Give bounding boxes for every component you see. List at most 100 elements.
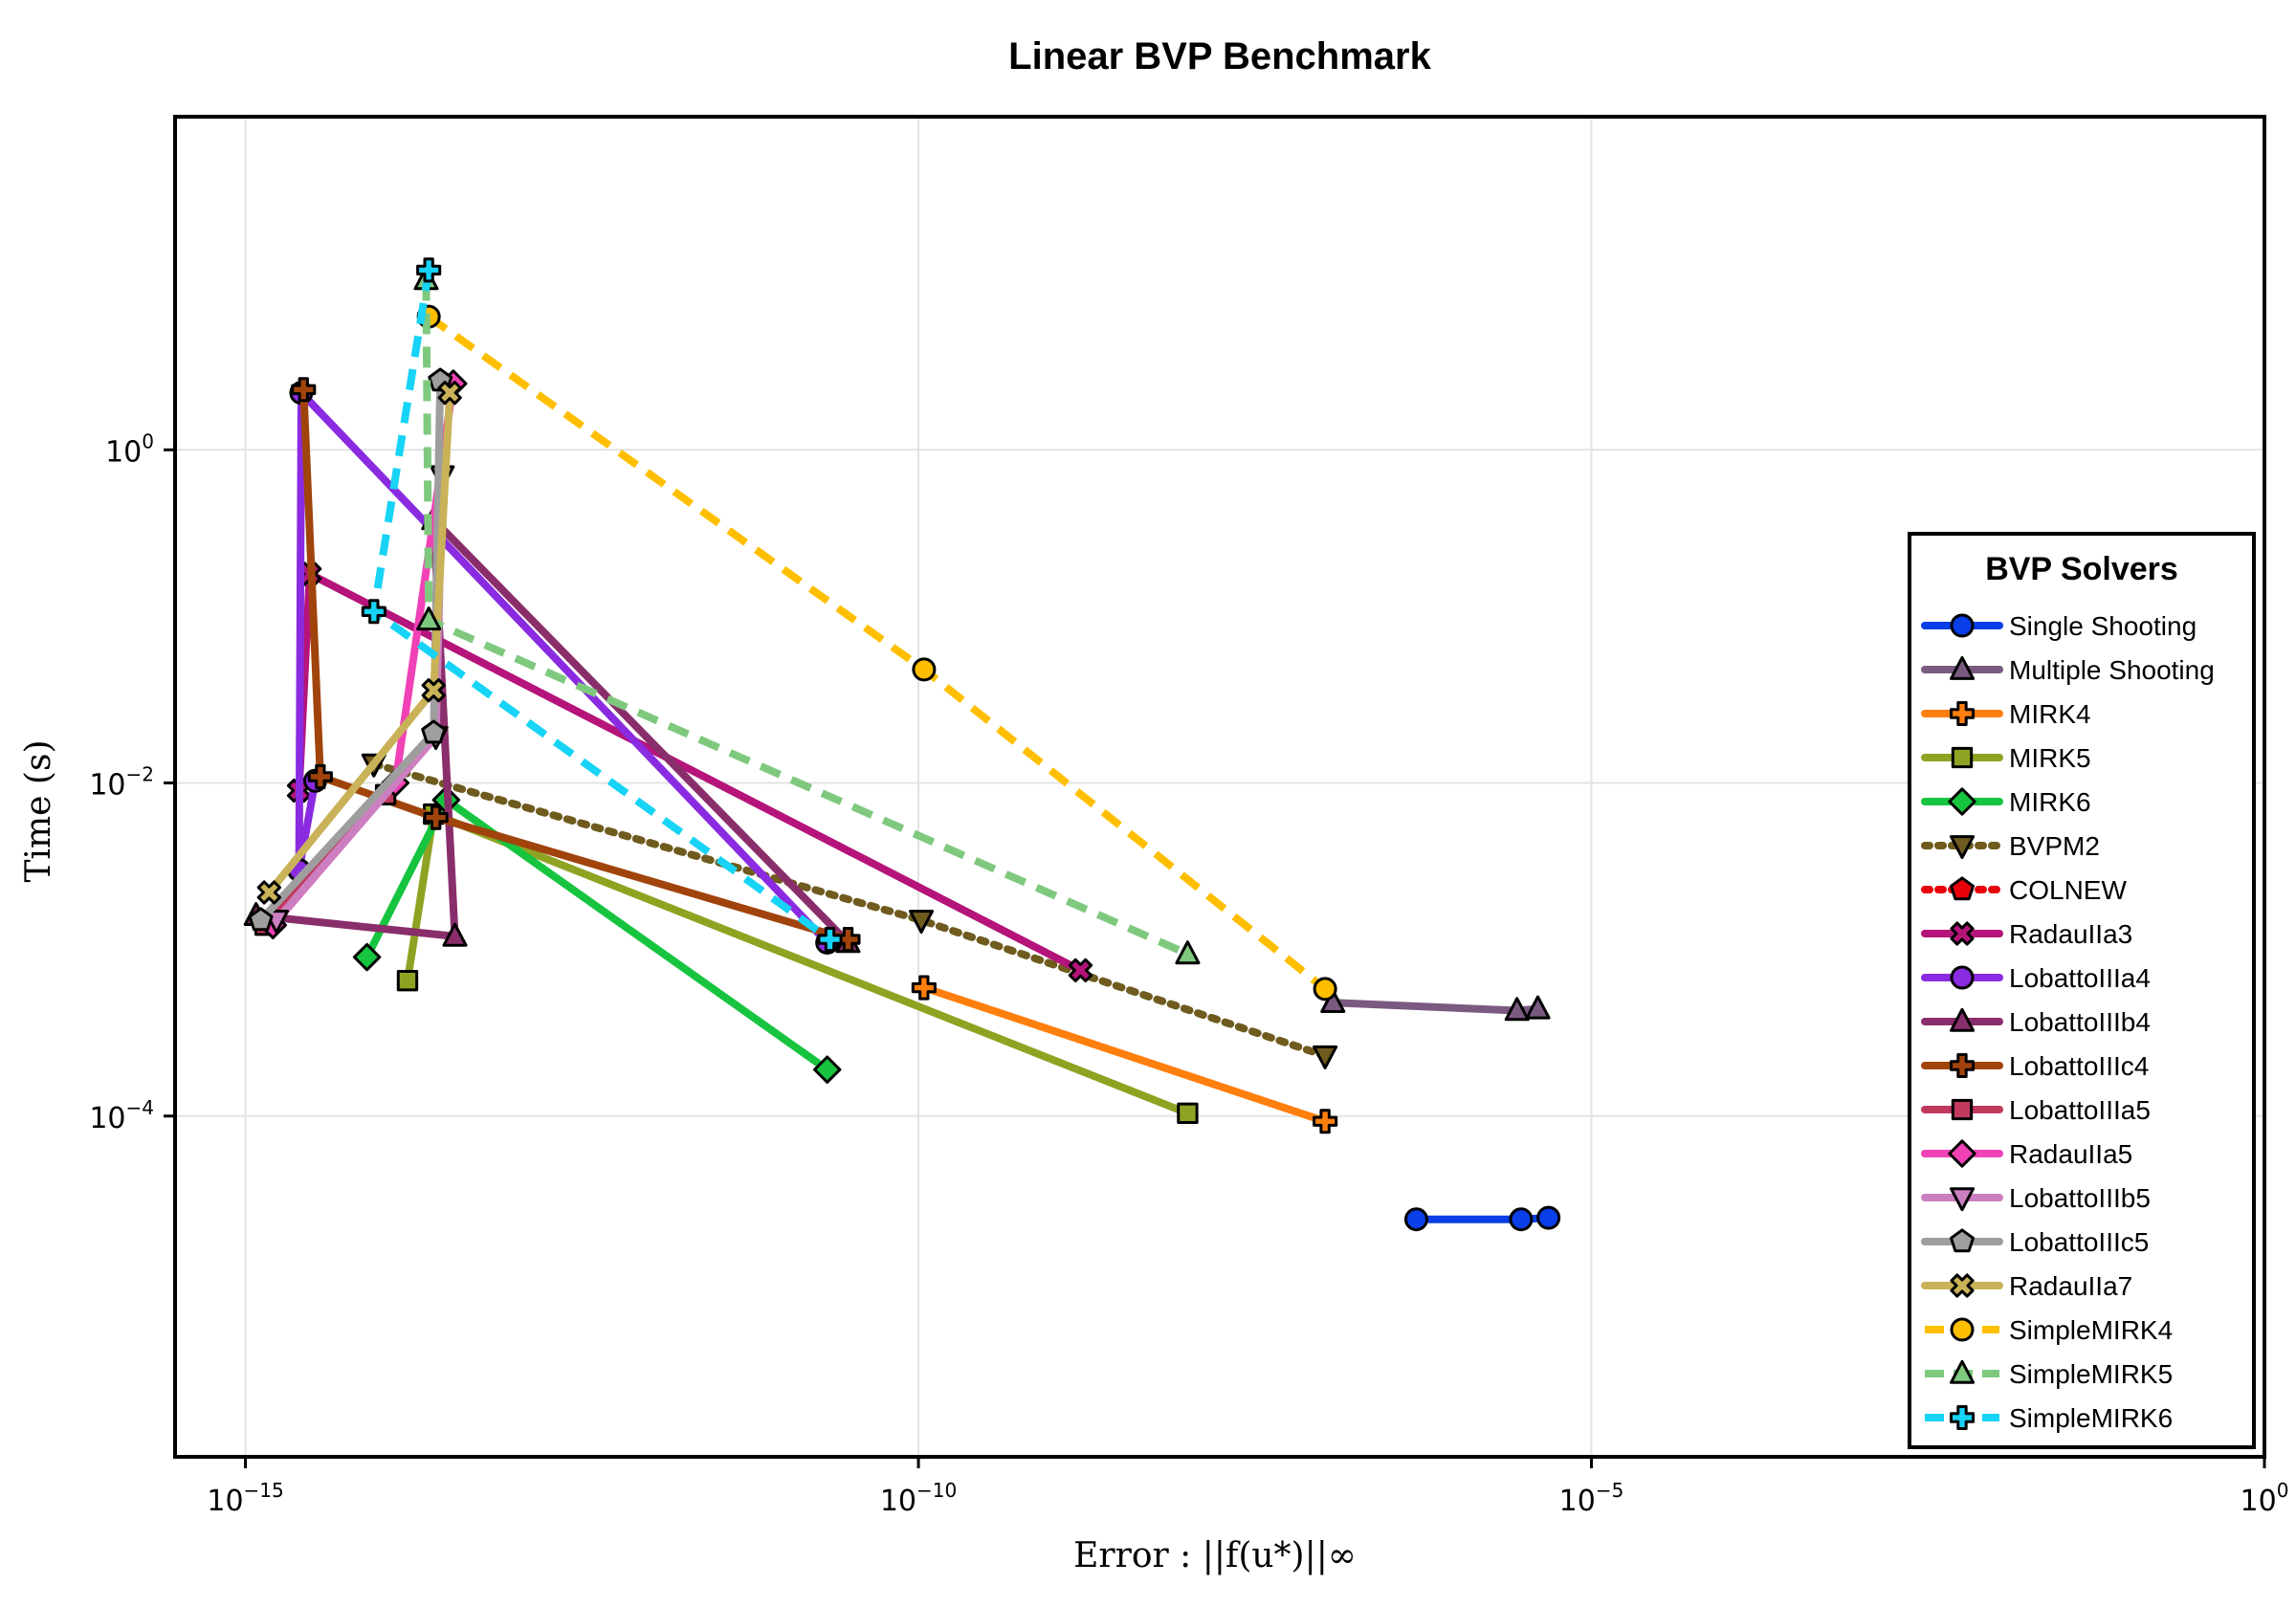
x-axis-label: Error : ||f(u*)||∞ xyxy=(1073,1536,1357,1575)
legend-entry-lobattoiiic4: LobattoIIIc4 xyxy=(1921,1051,2149,1081)
legend-label: LobattoIIIc4 xyxy=(2009,1051,2149,1081)
legend-label: LobattoIIIc5 xyxy=(2009,1227,2149,1257)
data-point-simplemirk6 xyxy=(416,257,442,283)
y-tick-label: 100 xyxy=(105,429,154,469)
legend-label: MIRK4 xyxy=(2009,699,2091,729)
data-point-mirk5 xyxy=(1177,1102,1199,1124)
legend-entry-lobattoiiic5: LobattoIIIc5 xyxy=(1921,1227,2149,1257)
data-point-simplemirk5 xyxy=(1175,940,1201,965)
data-point-simplemirk4 xyxy=(912,657,937,682)
x-tick-label: 10−15 xyxy=(207,1479,283,1518)
legend-swatch-marker xyxy=(1950,1405,1976,1430)
legend-entry-lobattoiiia4: LobattoIIIa4 xyxy=(1921,963,2151,993)
legend-label: RadauIIa5 xyxy=(2009,1139,2132,1169)
data-point-simplemirk6 xyxy=(361,599,386,625)
legend-label: Multiple Shooting xyxy=(2009,655,2215,685)
data-point-mirk4 xyxy=(911,975,937,1001)
legend-entry-single-shooting: Single Shooting xyxy=(1921,611,2197,641)
data-point-radauiia7 xyxy=(421,678,446,703)
legend-swatch-marker xyxy=(1950,701,1976,726)
legend-label: SimpleMIRK6 xyxy=(2009,1403,2173,1433)
series-single-shooting xyxy=(1403,1205,1561,1232)
legend-label: BVPM2 xyxy=(2009,831,2100,861)
legend-entry-bvpm2: BVPM2 xyxy=(1921,831,2100,861)
legend-entry-simplemirk6: SimpleMIRK6 xyxy=(1925,1403,2173,1433)
legend-swatch-marker xyxy=(1950,965,1975,990)
legend-entry-radauiia5: RadauIIa5 xyxy=(1921,1139,2132,1169)
data-point-simplemirk5 xyxy=(416,606,442,631)
data-point-lobattoiiic5 xyxy=(248,907,274,932)
data-point-lobattoiiib4 xyxy=(442,922,468,947)
data-point-multiple-shooting xyxy=(1525,995,1551,1020)
data-point-bvpm2 xyxy=(909,910,935,935)
legend-entry-mirk5: MIRK5 xyxy=(1921,743,2091,773)
plot-frame xyxy=(173,115,2266,1459)
legend-label: MIRK5 xyxy=(2009,743,2091,773)
series-line-bvpm2 xyxy=(369,759,1330,1060)
data-point-lobattoiiic4 xyxy=(291,377,317,403)
series-radauiia7 xyxy=(256,381,462,905)
data-point-mirk6 xyxy=(813,1055,842,1084)
data-point-mirk6 xyxy=(352,942,382,972)
legend-entry-lobattoiiib4: LobattoIIIb4 xyxy=(1921,1007,2151,1037)
series-multiple-shooting xyxy=(1320,989,1551,1022)
legend-swatch-marker xyxy=(1950,1273,1975,1298)
legend-label: LobattoIIIa5 xyxy=(2009,1095,2151,1125)
y-axis-label: Time (s) xyxy=(19,740,58,883)
y-tick-label: 10−4 xyxy=(89,1096,154,1135)
legend-swatch-marker xyxy=(1950,921,1975,946)
legend-entry-simplemirk4: SimpleMIRK4 xyxy=(1925,1315,2173,1345)
data-point-radauiia7 xyxy=(256,880,281,905)
legend-entry-mirk6: MIRK6 xyxy=(1921,787,2091,817)
x-tick-label: 100 xyxy=(2241,1479,2289,1518)
x-tick-label: 10−10 xyxy=(880,1479,957,1518)
x-ticks: 10−15 10−10 10−5 100 xyxy=(207,1457,2288,1518)
series-layer xyxy=(243,257,2183,1232)
y-ticks: 100 10−2 10−4 xyxy=(89,429,175,1135)
data-point-lobattoiiic4 xyxy=(307,763,333,789)
legend-label: RadauIIa7 xyxy=(2009,1271,2132,1301)
data-point-radauiia3 xyxy=(1068,958,1093,982)
legend-label: SimpleMIRK5 xyxy=(2009,1359,2173,1389)
legend-swatch-marker xyxy=(1950,876,1975,901)
series-line-lobattoiiia4 xyxy=(295,388,831,947)
series-mirk4 xyxy=(911,975,1338,1134)
legend-swatch-marker xyxy=(1950,655,1976,680)
legend-label: LobattoIIIb4 xyxy=(2009,1007,2151,1037)
legend-entry-radauiia3: RadauIIa3 xyxy=(1921,919,2132,949)
series-line-mirk4 xyxy=(919,983,1330,1126)
legend-label: Single Shooting xyxy=(2009,611,2197,641)
legend-swatch-marker xyxy=(1950,1317,1975,1342)
legend-swatch-marker xyxy=(1950,1053,1976,1078)
legend-swatch-marker xyxy=(1951,746,1974,769)
legend-label: COLNEW xyxy=(2009,875,2127,905)
data-point-bvpm2 xyxy=(1313,1045,1338,1069)
legend-title: BVP Solvers xyxy=(1985,551,2178,587)
data-point-lobattoiiic4 xyxy=(423,804,449,830)
legend-swatch-marker xyxy=(1950,835,1976,860)
legend: BVP Solvers Single Shooting Multiple Shoo… xyxy=(1908,532,2256,1449)
data-point-radauiia7 xyxy=(437,381,462,406)
legend-label: LobattoIIIa4 xyxy=(2009,963,2151,993)
legend-entry-colnew: COLNEW xyxy=(1921,875,2127,905)
series-simplemirk6 xyxy=(361,257,843,953)
data-point-mirk5 xyxy=(396,970,419,992)
legend-entry-lobattoiiib5: LobattoIIIb5 xyxy=(1921,1183,2151,1213)
data-point-single-shooting xyxy=(1509,1207,1534,1232)
legend-swatch-marker xyxy=(1950,613,1975,638)
legend-entry-lobattoiiia5: LobattoIIIa5 xyxy=(1921,1095,2151,1125)
legend-swatch-marker xyxy=(1950,1187,1976,1212)
legend-entry-mirk4: MIRK4 xyxy=(1921,699,2091,729)
legend-swatch-marker xyxy=(1951,1098,1974,1121)
legend-swatch-marker xyxy=(1950,1228,1975,1253)
legend-label: RadauIIa3 xyxy=(2009,919,2132,949)
legend-label: MIRK6 xyxy=(2009,787,2091,817)
x-tick-label: 10−5 xyxy=(1559,1479,1624,1518)
data-point-single-shooting xyxy=(1403,1207,1428,1232)
legend-label: SimpleMIRK4 xyxy=(2009,1315,2173,1345)
data-point-mirk4 xyxy=(1313,1109,1338,1134)
legend-swatch-marker xyxy=(1950,1359,1976,1384)
legend-swatch-marker xyxy=(1948,787,1976,816)
data-point-multiple-shooting xyxy=(1504,997,1530,1022)
